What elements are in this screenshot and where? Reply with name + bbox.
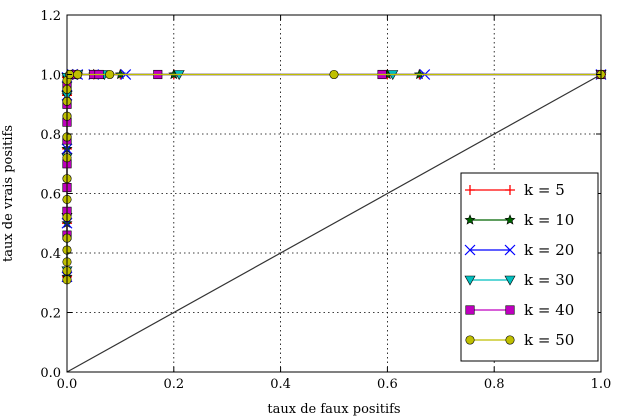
- x-tick-label: 0.2: [163, 377, 184, 392]
- data-point: [465, 185, 475, 195]
- legend-label: k = 5: [524, 181, 565, 199]
- legend-label: k = 50: [524, 331, 574, 349]
- legend-label: k = 40: [524, 301, 574, 319]
- x-tick-label: 0.4: [270, 377, 291, 392]
- y-tick-label: 0.6: [40, 188, 61, 203]
- data-point: [329, 69, 339, 80]
- data-point: [505, 335, 515, 345]
- x-tick-label: 1.0: [591, 377, 612, 392]
- data-point: [105, 69, 115, 80]
- legend-entry: k = 50: [465, 331, 574, 349]
- data-point: [505, 185, 515, 195]
- y-tick-label: 0.4: [40, 247, 61, 262]
- data-point: [505, 305, 515, 315]
- y-tick-label: 0.8: [40, 128, 61, 143]
- y-axis-label: taux de vrais positifs: [1, 125, 16, 262]
- x-tick-label: 0.8: [484, 377, 505, 392]
- x-tick-label: 0.6: [377, 377, 398, 392]
- x-axis-label: taux de faux positifs: [267, 402, 400, 417]
- y-tick-label: 0.2: [40, 307, 61, 322]
- legend-entry: k = 10: [464, 211, 574, 229]
- legend: k = 5 k = 10 k = 20 k = 30 k = 40 k = 50: [460, 172, 599, 362]
- legend-entry: k = 30: [464, 271, 574, 289]
- data-point: [465, 305, 475, 315]
- data-point: [465, 335, 475, 345]
- legend-entry: k = 40: [465, 301, 574, 319]
- diagonal-reference: [66, 73, 602, 373]
- legend-entry: k = 20: [464, 241, 574, 259]
- data-point: [73, 69, 83, 80]
- legend-label: k = 20: [524, 241, 574, 259]
- legend-entry: k = 5: [465, 181, 565, 199]
- legend-label: k = 10: [524, 211, 574, 229]
- x-tick-label: 0.0: [57, 377, 78, 392]
- ticks: 0.0 0.2 0.4 0.6 0.8 1.0 0.0 0.2 0.4 0.6 0.8 1.0 1.2: [40, 9, 611, 392]
- diagonal-line: [66, 73, 602, 373]
- data-point: [504, 244, 516, 256]
- legend-box: [460, 172, 599, 362]
- y-tick-label: 0.0: [40, 366, 61, 381]
- data-point: [504, 214, 516, 225]
- data-point: [464, 275, 476, 286]
- legend-label: k = 30: [524, 271, 574, 289]
- data-point: [464, 214, 476, 225]
- data-point: [464, 244, 476, 256]
- y-tick-label: 1.2: [40, 9, 61, 24]
- y-tick-label: 1.0: [40, 69, 61, 84]
- data-point: [504, 275, 516, 286]
